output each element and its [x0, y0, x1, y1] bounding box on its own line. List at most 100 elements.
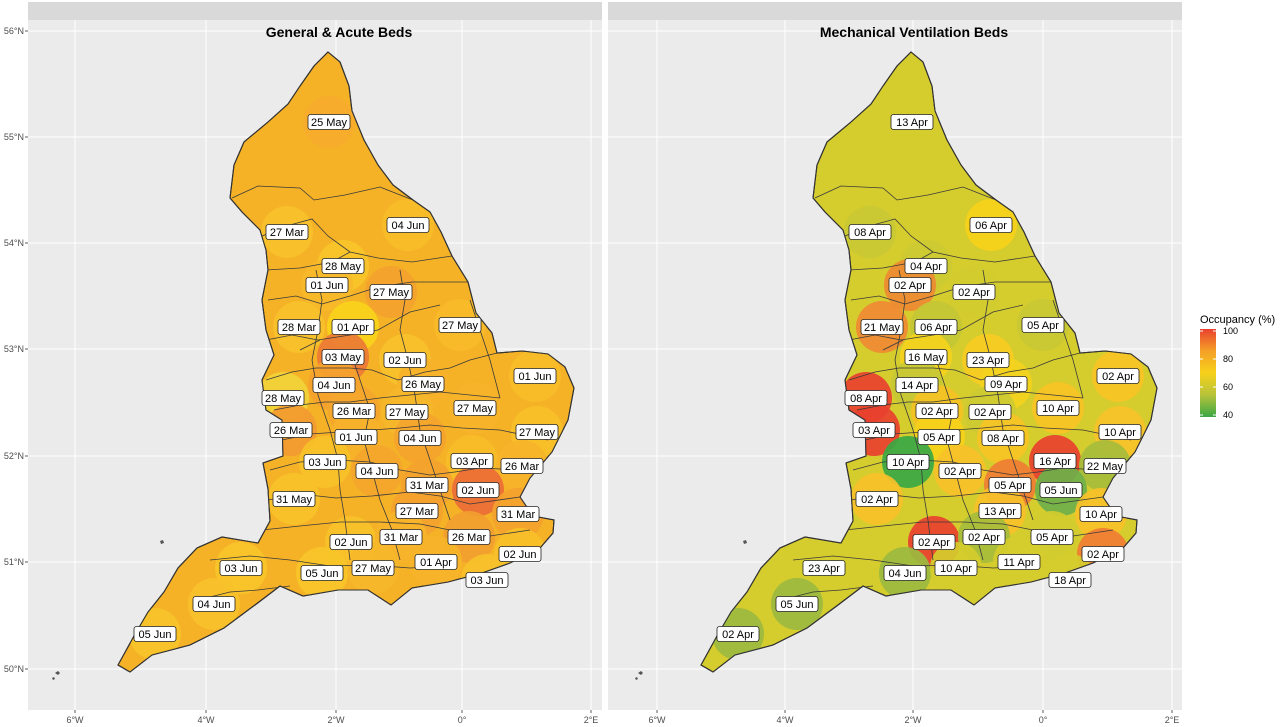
region-date-label: 31 Mar [496, 506, 540, 522]
svg-text:04 Apr: 04 Apr [910, 261, 942, 273]
region-date-label: 02 Apr [915, 403, 959, 419]
region-date-label: 27 May [453, 400, 497, 416]
region-date-label: 23 Apr [802, 560, 846, 576]
region-date-label: 03 Jun [219, 560, 263, 576]
lon-tick-label: 2°W [904, 715, 922, 725]
england-map-general-acute: 25 May 27 Mar 04 Jun 28 May 01 Jun 27 May 28 M… [52, 51, 575, 680]
svg-text:28 Mar: 28 Mar [282, 322, 317, 334]
svg-text:10 Apr: 10 Apr [892, 457, 924, 469]
svg-text:09 Apr: 09 Apr [990, 379, 1022, 391]
lat-tick-label: 53°N [4, 344, 24, 354]
svg-text:02 Apr: 02 Apr [968, 532, 1000, 544]
lon-tick-label: 4°W [776, 715, 794, 725]
region-date-label: 04 Apr [904, 258, 948, 274]
region-date-label: 03 Jun [465, 572, 509, 588]
svg-text:31 Mar: 31 Mar [501, 509, 536, 521]
svg-text:02 Apr: 02 Apr [918, 537, 950, 549]
region-date-label: 02 Apr [962, 529, 1006, 545]
region-date-label: 04 Jun [398, 430, 442, 446]
legend-tick-label: 40 [1223, 410, 1233, 420]
region-date-label: 03 Apr [450, 453, 494, 469]
svg-text:02 Apr: 02 Apr [894, 280, 926, 292]
region-date-label: 22 May [1083, 458, 1127, 474]
facet-title-right: Mechanical Ventilation Beds [820, 24, 1008, 40]
svg-text:04 Jun: 04 Jun [197, 599, 230, 611]
region-date-label: 13 Apr [890, 114, 934, 130]
svg-text:02 Apr: 02 Apr [958, 287, 990, 299]
svg-text:18 Apr: 18 Apr [1054, 575, 1086, 587]
region-date-label: 02 Apr [938, 463, 982, 479]
svg-text:27 May: 27 May [457, 403, 494, 415]
svg-text:26 Mar: 26 Mar [337, 406, 372, 418]
region-date-label: 04 Jun [312, 377, 356, 393]
svg-text:04 Jun: 04 Jun [317, 380, 350, 392]
region-date-label: 28 Mar [277, 319, 321, 335]
svg-text:28 May: 28 May [265, 393, 302, 405]
svg-text:01 Jun: 01 Jun [339, 432, 372, 444]
svg-text:27 Mar: 27 Mar [270, 227, 305, 239]
svg-text:27 May: 27 May [519, 427, 556, 439]
lon-tick-label: 6°W [66, 715, 84, 725]
svg-text:26 Mar: 26 Mar [274, 425, 309, 437]
svg-text:27 Mar: 27 Mar [400, 506, 435, 518]
svg-text:05 Jun: 05 Jun [1044, 485, 1077, 497]
lon-tick-label: 2°W [327, 715, 345, 725]
region-date-label: 27 May [438, 317, 482, 333]
svg-text:11 Apr: 11 Apr [1004, 557, 1035, 569]
legend-tick-label: 60 [1223, 382, 1233, 392]
region-date-label: 05 Apr [917, 429, 961, 445]
legend-tick-label: 80 [1223, 354, 1233, 364]
svg-text:27 May: 27 May [355, 563, 392, 575]
region-date-label: 27 Mar [395, 503, 439, 519]
lat-tick-label: 55°N [4, 132, 24, 142]
region-date-label: 05 Apr [1030, 529, 1074, 545]
region-date-label: 26 Mar [332, 403, 376, 419]
svg-text:01 Jun: 01 Jun [310, 280, 343, 292]
svg-text:02 Apr: 02 Apr [722, 629, 754, 641]
region-date-label: 27 May [515, 424, 559, 440]
lon-tick-label: 0° [458, 715, 467, 725]
region-date-label: 28 May [321, 258, 365, 274]
region-date-label: 10 Apr [1079, 506, 1123, 522]
region-date-label: 26 May [401, 376, 445, 392]
svg-text:16 May: 16 May [908, 352, 945, 364]
region-date-label: 23 Apr [966, 352, 1010, 368]
region-date-label: 27 Mar [265, 224, 309, 240]
region-date-label: 02 Apr [968, 404, 1012, 420]
svg-text:23 Apr: 23 Apr [808, 563, 840, 575]
svg-text:03 May: 03 May [325, 352, 362, 364]
svg-text:16 Apr: 16 Apr [1039, 456, 1071, 468]
svg-text:10 Apr: 10 Apr [1085, 509, 1117, 521]
region-date-label: 31 May [272, 491, 316, 507]
region-date-label: 02 Apr [1081, 546, 1125, 562]
svg-text:31 Mar: 31 Mar [384, 532, 419, 544]
region-date-label: 02 Jun [498, 546, 542, 562]
longitude-axis-right: 6°W 4°W 2°W 0° 2°E [648, 710, 1179, 725]
region-date-label: 16 May [904, 349, 948, 365]
svg-text:04 Jun: 04 Jun [391, 220, 424, 232]
region-date-label: 02 Jun [456, 482, 500, 498]
lon-tick-label: 4°W [197, 715, 215, 725]
svg-text:01 Apr: 01 Apr [337, 322, 369, 334]
region-date-label: 14 Apr [895, 377, 939, 393]
region-date-label: 01 Apr [414, 554, 458, 570]
region-date-label: 26 Mar [500, 458, 544, 474]
region-date-label: 01 Jun [513, 368, 557, 384]
svg-text:28 May: 28 May [325, 261, 362, 273]
region-date-label: 31 Mar [405, 477, 449, 493]
svg-text:06 Apr: 06 Apr [920, 322, 952, 334]
svg-text:14 Apr: 14 Apr [901, 380, 933, 392]
scilly-islands [52, 671, 60, 680]
svg-text:03 Jun: 03 Jun [224, 563, 257, 575]
legend: Occupancy (%) 100 80 60 40 [1200, 314, 1275, 420]
svg-text:27 May: 27 May [442, 320, 479, 332]
svg-text:03 Jun: 03 Jun [470, 575, 503, 587]
lat-tick-label: 51°N [4, 557, 24, 567]
region-date-label: 10 Apr [1036, 400, 1080, 416]
region-date-label: 05 Jun [133, 626, 177, 642]
region-date-label: 01 Jun [334, 429, 378, 445]
region-date-label: 31 Mar [379, 529, 423, 545]
lat-tick-label: 56°N [4, 26, 24, 36]
svg-text:05 Apr: 05 Apr [1027, 320, 1059, 332]
